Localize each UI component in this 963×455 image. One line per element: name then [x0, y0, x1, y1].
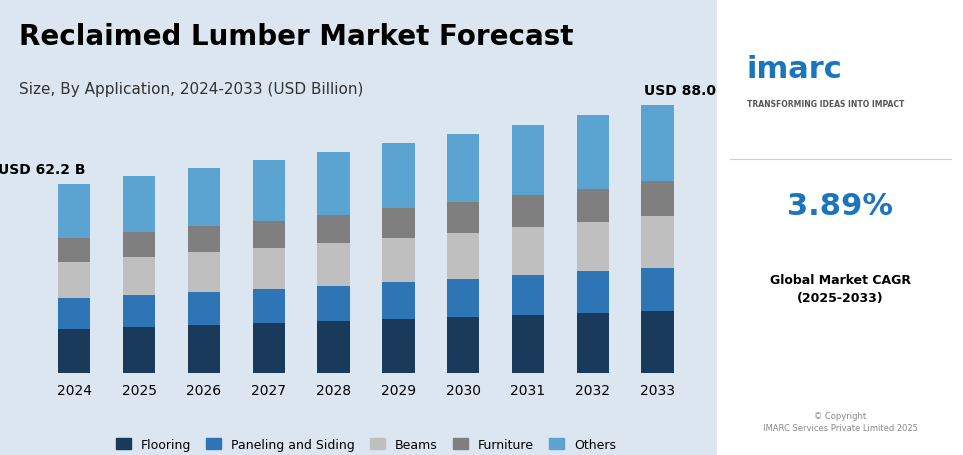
Bar — [58, 299, 91, 329]
Bar — [318, 286, 350, 322]
Bar — [188, 169, 221, 227]
Bar — [511, 196, 544, 228]
Bar — [188, 227, 221, 253]
Bar — [447, 202, 480, 233]
Bar — [511, 276, 544, 315]
Bar — [641, 268, 674, 311]
Bar — [511, 228, 544, 276]
Bar — [577, 189, 609, 222]
Bar — [382, 238, 414, 283]
Bar — [123, 327, 155, 373]
Bar — [577, 313, 609, 373]
Bar — [123, 258, 155, 296]
Bar — [252, 161, 285, 221]
Bar — [123, 232, 155, 258]
Bar — [641, 216, 674, 268]
Bar — [188, 293, 221, 325]
Bar — [641, 106, 674, 182]
Bar — [577, 222, 609, 272]
Bar — [252, 289, 285, 324]
Bar — [447, 279, 480, 318]
Text: USD 88.0 B: USD 88.0 B — [643, 84, 731, 98]
Bar — [577, 116, 609, 189]
Bar — [447, 135, 480, 202]
Bar — [58, 184, 91, 238]
Text: Size, By Application, 2024-2033 (USD Billion): Size, By Application, 2024-2033 (USD Bil… — [19, 82, 364, 97]
Text: © Copyright
IMARC Services Private Limited 2025: © Copyright IMARC Services Private Limit… — [763, 411, 918, 432]
Bar — [641, 311, 674, 373]
Bar — [447, 233, 480, 279]
Bar — [318, 152, 350, 215]
Bar — [58, 329, 91, 373]
Bar — [188, 253, 221, 293]
Bar — [511, 126, 544, 196]
Bar — [382, 209, 414, 238]
Bar — [252, 324, 285, 373]
Text: Reclaimed Lumber Market Forecast: Reclaimed Lumber Market Forecast — [19, 23, 574, 51]
Bar — [58, 238, 91, 262]
Legend: Flooring, Paneling and Siding, Beams, Furniture, Others: Flooring, Paneling and Siding, Beams, Fu… — [111, 433, 621, 455]
Bar — [252, 248, 285, 289]
Bar — [123, 177, 155, 232]
Bar — [511, 315, 544, 373]
Text: Global Market CAGR
(2025-2033): Global Market CAGR (2025-2033) — [769, 273, 911, 304]
Bar — [382, 320, 414, 373]
Bar — [123, 296, 155, 327]
Text: USD 62.2 B: USD 62.2 B — [0, 162, 86, 177]
Bar — [577, 272, 609, 313]
Bar — [641, 182, 674, 216]
Bar — [252, 221, 285, 248]
Bar — [382, 144, 414, 209]
Bar — [318, 243, 350, 286]
Bar — [188, 325, 221, 373]
Bar — [318, 215, 350, 243]
Text: imarc: imarc — [747, 55, 843, 84]
Bar — [318, 322, 350, 373]
Bar — [447, 318, 480, 373]
Bar — [382, 283, 414, 320]
Text: TRANSFORMING IDEAS INTO IMPACT: TRANSFORMING IDEAS INTO IMPACT — [747, 100, 904, 109]
Bar — [58, 262, 91, 299]
Text: 3.89%: 3.89% — [787, 191, 894, 220]
